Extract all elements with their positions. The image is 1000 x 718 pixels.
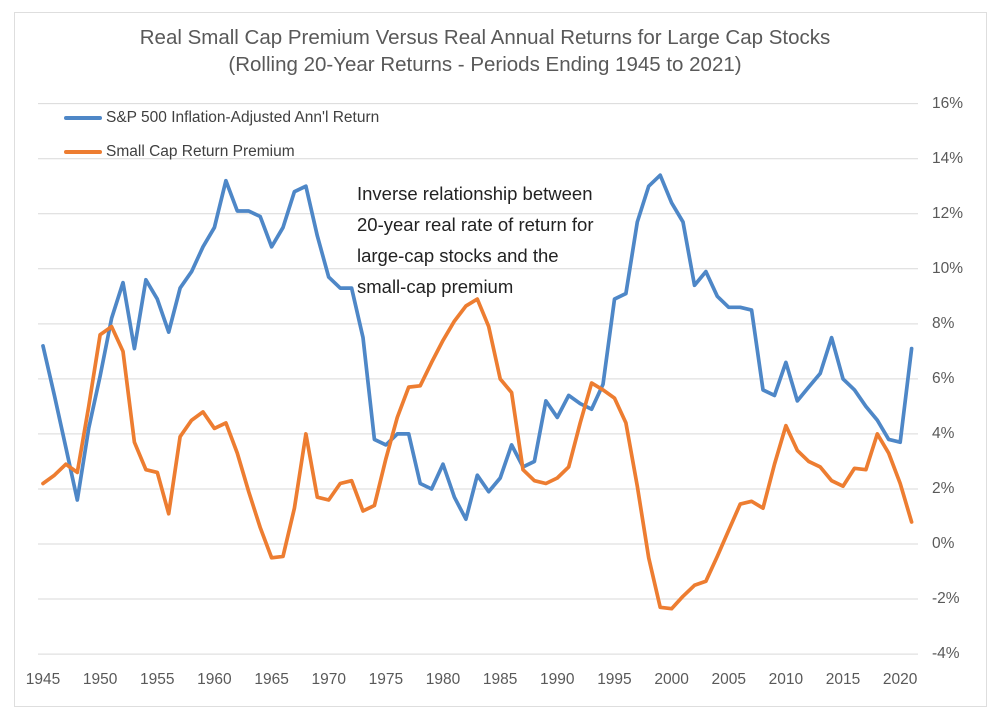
x-tick-1955: 1955 xyxy=(140,671,175,688)
y-tick-8: 8% xyxy=(932,314,955,332)
y-tick-4: 4% xyxy=(932,424,955,442)
sp500-line xyxy=(41,173,914,522)
chart-title-line1: Real Small Cap Premium Versus Real Annua… xyxy=(139,26,831,49)
legend: S&P 500 Inflation-Adjusted Ann'l Return … xyxy=(64,101,379,169)
y-tick--4: -4% xyxy=(932,645,960,663)
x-tick-1995: 1995 xyxy=(597,671,632,688)
y-tick-10: 10% xyxy=(932,259,964,277)
annotation-text: Inverse relationship between 20-year rea… xyxy=(357,178,594,302)
y-tick-12: 12% xyxy=(932,204,964,222)
y-tick--2: -2% xyxy=(932,590,960,608)
x-tick-2000: 2000 xyxy=(654,671,689,688)
legend-label-sp500: S&P 500 Inflation-Adjusted Ann'l Return xyxy=(106,109,380,126)
y-tick-16: 16% xyxy=(932,94,964,112)
annotation-line1: Inverse relationship between xyxy=(357,183,593,204)
y-tick-2: 2% xyxy=(932,479,955,497)
x-tick-1950: 1950 xyxy=(82,671,118,688)
x-tick-2020: 2020 xyxy=(882,671,918,688)
x-tick-1945: 1945 xyxy=(25,671,61,688)
y-tick-6: 6% xyxy=(932,369,955,387)
x-tick-2015: 2015 xyxy=(825,671,861,688)
x-tick-1965: 1965 xyxy=(254,671,289,688)
x-tick-1985: 1985 xyxy=(482,671,518,688)
x-tick-1960: 1960 xyxy=(197,671,232,688)
x-tick-1970: 1970 xyxy=(311,671,346,688)
legend-label-premium: Small Cap Return Premium xyxy=(106,143,295,160)
premium-line xyxy=(41,297,914,611)
x-tick-1980: 1980 xyxy=(425,671,461,688)
annotation-line3: large-cap stocks and the xyxy=(357,245,559,266)
x-tick-1975: 1975 xyxy=(368,671,404,688)
chart-title: Real Small Cap Premium Versus Real Annua… xyxy=(40,24,930,78)
y-tick-14: 14% xyxy=(932,149,964,167)
chart-title-line2: (Rolling 20-Year Returns - Periods Endin… xyxy=(228,53,742,76)
annotation-line2: 20-year real rate of return for xyxy=(357,214,594,235)
premium-line-marker-icon xyxy=(64,149,102,155)
sp500-line-marker-icon xyxy=(64,115,102,121)
annotation-line4: small-cap premium xyxy=(357,276,514,297)
legend-item-premium: Small Cap Return Premium xyxy=(64,135,379,169)
x-tick-2005: 2005 xyxy=(711,671,746,688)
x-tick-2010: 2010 xyxy=(768,671,804,688)
x-tick-1990: 1990 xyxy=(540,671,575,688)
legend-item-sp500: S&P 500 Inflation-Adjusted Ann'l Return xyxy=(64,101,379,135)
y-tick-0: 0% xyxy=(932,535,955,552)
